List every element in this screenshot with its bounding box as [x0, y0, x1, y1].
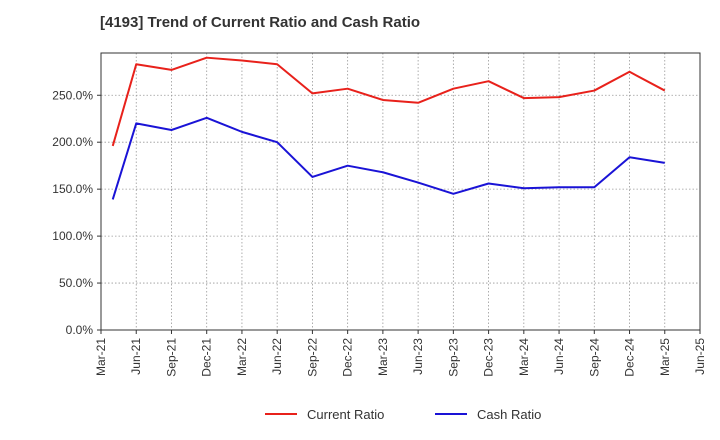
x-tick-label: Sep-24 — [587, 338, 601, 377]
x-tick-label: Jun-24 — [552, 338, 566, 375]
x-tick-label: Mar-25 — [658, 338, 672, 376]
x-tick-label: Dec-22 — [341, 338, 355, 377]
x-tick-label: Mar-22 — [235, 338, 249, 376]
current-ratio-line — [111, 56, 666, 147]
x-tick-label: Mar-23 — [376, 338, 390, 376]
cash-ratio-line — [111, 116, 665, 200]
x-tick-label: Mar-21 — [94, 338, 108, 376]
current-ratio-legend-label: Current Ratio — [307, 407, 384, 422]
plot-frame — [100, 52, 701, 331]
y-tick-label: 100.0% — [52, 229, 93, 243]
x-tick-label: Sep-23 — [446, 338, 460, 377]
axes — [97, 52, 701, 334]
chart-title: [4193] Trend of Current Ratio and Cash R… — [100, 14, 421, 31]
x-tick-label: Dec-21 — [200, 338, 214, 377]
x-tick-label: Sep-21 — [164, 338, 178, 377]
x-tick-label: Jun-25 — [693, 338, 707, 375]
y-tick-label: 200.0% — [52, 135, 93, 149]
y-tick-label: 150.0% — [52, 182, 93, 196]
y-tick-label: 250.0% — [52, 88, 93, 102]
tick-labels: 0.0% 50.0% 100.0% 150.0% 200.0% 250.0% Mar-21 J… — [52, 88, 707, 376]
legend: Current Ratio Cash Ratio — [265, 407, 541, 422]
series-layer — [111, 56, 666, 200]
y-tick-label: 0.0% — [66, 323, 94, 337]
x-tick-label: Jun-22 — [270, 338, 284, 375]
y-tick-label: 50.0% — [59, 276, 93, 290]
x-tick-label: Sep-22 — [305, 338, 319, 377]
x-tick-label: Jun-23 — [411, 338, 425, 375]
x-tick-label: Mar-24 — [517, 338, 531, 376]
grid — [101, 53, 700, 330]
x-tick-label: Jun-21 — [129, 338, 143, 375]
x-tick-label: Dec-24 — [623, 338, 637, 377]
x-tick-label: Dec-23 — [482, 338, 496, 377]
cash-ratio-legend-label: Cash Ratio — [477, 407, 541, 422]
